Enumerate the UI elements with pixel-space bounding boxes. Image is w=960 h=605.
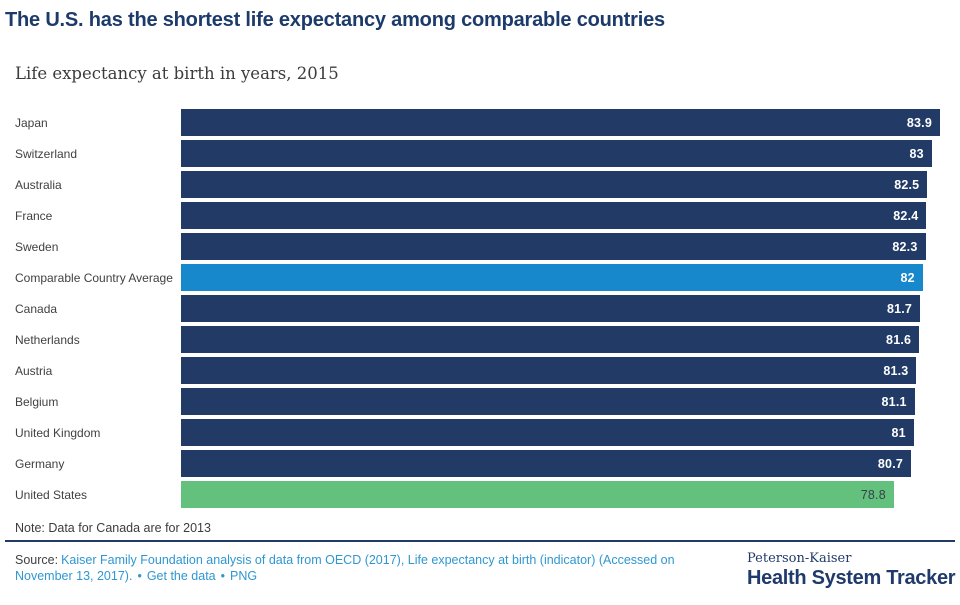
value-label: 78.8 <box>860 487 886 502</box>
category-label-canada: Canada <box>15 301 58 316</box>
chart-row: Austria 81.3 <box>0 357 960 384</box>
category-label-netherlands: Netherlands <box>15 332 80 347</box>
bar-chart: Japan 83.9 Switzerland 83 Australia 82.5 Franc… <box>0 109 960 512</box>
value-label: 82.3 <box>892 239 918 254</box>
chart-row: Japan 83.9 <box>0 109 960 136</box>
category-label-germany: Germany <box>15 456 65 471</box>
bullet-separator: • <box>137 569 142 583</box>
health-system-tracker-logo: Peterson-Kaiser Health System Tracker <box>747 551 956 590</box>
chart-row: France 82.4 <box>0 202 960 229</box>
value-label: 81.1 <box>881 394 907 409</box>
bar-track: 83.9 <box>181 109 940 136</box>
category-label-australia: Australia <box>15 177 62 192</box>
value-label: 82 <box>900 270 915 285</box>
bar-canada: 81.7 <box>181 295 921 322</box>
bar-australia: 82.5 <box>181 171 928 198</box>
category-label-japan: Japan <box>15 115 48 130</box>
value-label: 82.5 <box>894 177 920 192</box>
category-label-belgium: Belgium <box>15 394 59 409</box>
category-label-austria: Austria <box>15 363 53 378</box>
bar-track: 80.7 <box>181 450 940 477</box>
value-label: 81.3 <box>883 363 909 378</box>
get-the-data-link[interactable]: Get the data <box>146 569 216 583</box>
chart-row: Sweden 82.3 <box>0 233 960 260</box>
value-label: 81.6 <box>886 332 912 347</box>
bar-japan: 83.9 <box>181 109 940 136</box>
category-label-united-kingdom: United Kingdom <box>15 425 101 440</box>
logo-health-system-tracker: Health System Tracker <box>747 567 956 589</box>
bar-united-kingdom: 81 <box>181 419 914 446</box>
bar-track: 82.4 <box>181 202 940 229</box>
png-link[interactable]: PNG <box>230 569 258 583</box>
bar-track: 81.6 <box>181 326 940 353</box>
chart-row: United Kingdom 81 <box>0 419 960 446</box>
bar-track: 83 <box>181 140 940 167</box>
value-label: 81.7 <box>886 301 913 316</box>
chart-row: Germany 80.7 <box>0 450 960 477</box>
bar-belgium: 81.1 <box>181 388 915 415</box>
bar-track: 82.5 <box>181 171 940 198</box>
category-label-france: France <box>15 208 53 223</box>
category-label-switzerland: Switzerland <box>15 146 78 161</box>
source-line: Source: Kaiser Family Foundation analysis… <box>15 552 720 584</box>
bar-germany: 80.7 <box>181 450 912 477</box>
value-label: 81 <box>891 425 906 440</box>
category-label-united-states: United States <box>15 487 88 502</box>
bar-track: 81.1 <box>181 388 940 415</box>
source-citation-link[interactable]: Kaiser Family Foundation analysis of dat… <box>15 553 675 583</box>
bullet-separator: • <box>220 569 226 583</box>
chart-row: Belgium 81.1 <box>0 388 960 415</box>
chart-note: Note: Data for Canada are for 2013 <box>15 521 211 535</box>
chart-row: Comparable Country Average 82 <box>0 264 960 291</box>
bar-united-states: 78.8 <box>181 481 894 508</box>
bar-comparable-country-average: 82 <box>181 264 923 291</box>
value-label: 83.9 <box>906 115 932 130</box>
bar-france: 82.4 <box>181 202 927 229</box>
bar-track: 78.8 <box>181 481 940 508</box>
chart-subtitle: Life expectancy at birth in years, 2015 <box>15 64 339 83</box>
bar-track: 82.3 <box>181 233 940 260</box>
page-title: The U.S. has the shortest life expectanc… <box>5 9 665 31</box>
chart-row: Australia 82.5 <box>0 171 960 198</box>
value-label: 83 <box>909 146 924 161</box>
category-label-comparable-country-average: Comparable Country Average <box>15 270 173 285</box>
category-label-sweden: Sweden <box>15 239 59 254</box>
bar-netherlands: 81.6 <box>181 326 920 353</box>
bar-track: 81 <box>181 419 940 446</box>
logo-peterson-kaiser: Peterson-Kaiser <box>747 551 852 566</box>
bar-track: 82 <box>181 264 940 291</box>
chart-row: Switzerland 83 <box>0 140 960 167</box>
bar-sweden: 82.3 <box>181 233 926 260</box>
value-label: 80.7 <box>877 456 904 471</box>
bar-switzerland: 83 <box>181 140 932 167</box>
chart-row: United States 78.8 <box>0 481 960 508</box>
divider-line <box>5 540 955 542</box>
chart-row: Canada 81.7 <box>0 295 960 322</box>
source-label: Source: <box>15 553 59 567</box>
value-label: 82.4 <box>893 208 919 223</box>
bar-track: 81.3 <box>181 357 940 384</box>
chart-row: Netherlands 81.6 <box>0 326 960 353</box>
bar-austria: 81.3 <box>181 357 917 384</box>
bar-track: 81.7 <box>181 295 940 322</box>
